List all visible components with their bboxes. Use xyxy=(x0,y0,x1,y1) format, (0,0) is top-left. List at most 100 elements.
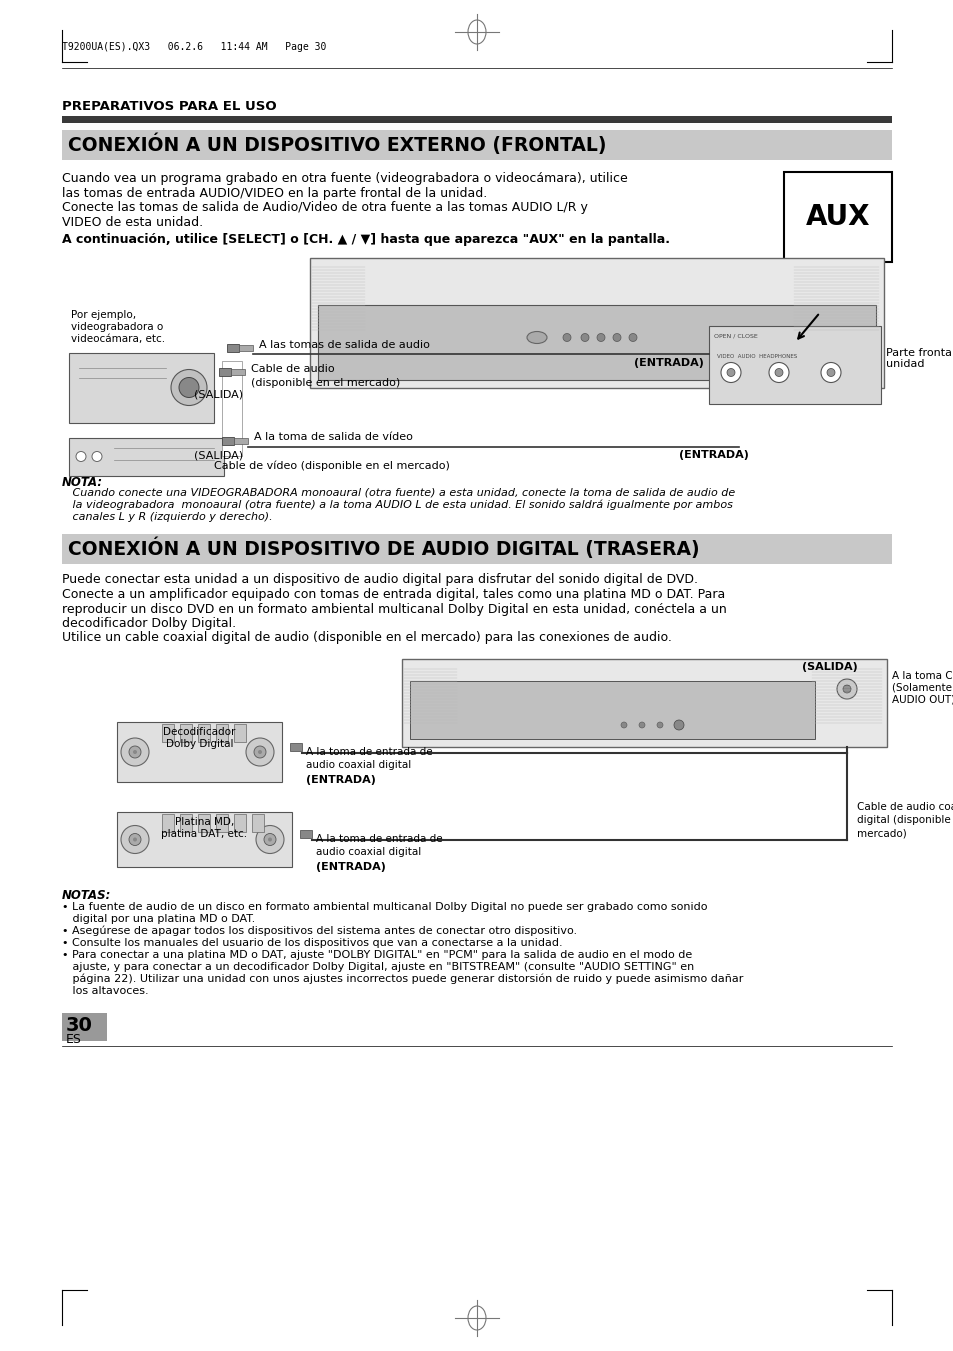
Text: (ENTRADA): (ENTRADA) xyxy=(679,450,748,461)
Bar xyxy=(222,361,242,455)
Text: reproducir un disco DVD en un formato ambiental multicanal Dolby Digital en esta: reproducir un disco DVD en un formato am… xyxy=(62,603,726,616)
Circle shape xyxy=(821,362,841,382)
Text: la videograbadora  monoaural (otra fuente) a la toma AUDIO L de esta unidad. El : la videograbadora monoaural (otra fuente… xyxy=(62,500,732,509)
Circle shape xyxy=(657,721,662,728)
Bar xyxy=(117,721,282,782)
Bar xyxy=(299,830,312,838)
Text: Conecte las tomas de salida de Audio/Video de otra fuente a las tomas AUDIO L/R : Conecte las tomas de salida de Audio/Vid… xyxy=(62,201,587,213)
Text: (ENTRADA): (ENTRADA) xyxy=(634,358,703,367)
Text: las tomas de entrada AUDIO/VIDEO en la parte frontal de la unidad.: las tomas de entrada AUDIO/VIDEO en la p… xyxy=(62,186,487,200)
Bar xyxy=(410,681,814,739)
Text: (SALIDA): (SALIDA) xyxy=(193,450,243,461)
Bar xyxy=(233,438,248,443)
Circle shape xyxy=(720,362,740,382)
Text: Decodificador
Dolby Digital: Decodificador Dolby Digital xyxy=(163,727,235,748)
Circle shape xyxy=(132,750,137,754)
Circle shape xyxy=(129,746,141,758)
Circle shape xyxy=(171,370,207,405)
Circle shape xyxy=(132,838,137,842)
Text: Cuando vea un programa grabado en otra fuente (videograbadora o videocámara), ut: Cuando vea un programa grabado en otra f… xyxy=(62,172,627,185)
Text: digital por una platina MD o DAT.: digital por una platina MD o DAT. xyxy=(62,915,255,924)
Circle shape xyxy=(628,334,637,342)
Bar xyxy=(233,724,246,742)
Circle shape xyxy=(597,334,604,342)
Circle shape xyxy=(580,334,588,342)
Bar xyxy=(180,724,192,742)
Circle shape xyxy=(826,369,834,377)
Circle shape xyxy=(836,680,856,698)
Text: A la toma COAXIAL
(Solamente DVD
AUDIO OUT): A la toma COAXIAL (Solamente DVD AUDIO O… xyxy=(891,671,953,704)
Text: (ENTRADA): (ENTRADA) xyxy=(315,862,385,871)
Text: CONEXIÓN A UN DISPOSITIVO EXTERNO (FRONTAL): CONEXIÓN A UN DISPOSITIVO EXTERNO (FRONT… xyxy=(68,134,606,155)
Text: A la toma de entrada de: A la toma de entrada de xyxy=(315,834,442,844)
Bar xyxy=(69,353,213,423)
Circle shape xyxy=(842,685,850,693)
Text: ajuste, y para conectar a un decodificador Dolby Digital, ajuste en "BITSTREAM" : ajuste, y para conectar a un decodificad… xyxy=(62,962,694,971)
Circle shape xyxy=(774,369,782,377)
Text: Conecte a un amplificador equipado con tomas de entrada digital, tales como una : Conecte a un amplificador equipado con t… xyxy=(62,588,724,601)
Circle shape xyxy=(726,369,734,377)
Bar xyxy=(162,815,173,832)
Bar xyxy=(401,659,886,747)
Circle shape xyxy=(257,750,262,754)
Text: A continuación, utilice [SELECT] o [CH. ▲ / ▼] hasta que aparezca "AUX" en la pa: A continuación, utilice [SELECT] o [CH. … xyxy=(62,232,669,246)
Text: • Para conectar a una platina MD o DAT, ajuste "DOLBY DIGITAL" en "PCM" para la : • Para conectar a una platina MD o DAT, … xyxy=(62,950,692,961)
Text: Cable de audio: Cable de audio xyxy=(251,363,335,373)
Text: • Consulte los manuales del usuario de los dispositivos que van a conectarse a l: • Consulte los manuales del usuario de l… xyxy=(62,938,562,948)
Bar xyxy=(222,436,233,444)
Text: 30: 30 xyxy=(66,1016,92,1035)
Bar xyxy=(231,369,245,374)
Circle shape xyxy=(121,825,149,854)
Bar xyxy=(62,116,891,123)
Bar xyxy=(239,345,253,350)
Text: (ENTRADA): (ENTRADA) xyxy=(306,775,375,785)
Bar xyxy=(252,815,264,832)
Text: T9200UA(ES).QX3   06.2.6   11:44 AM   Page 30: T9200UA(ES).QX3 06.2.6 11:44 AM Page 30 xyxy=(62,42,326,51)
Text: Platina MD,
platina DAT, etc.: Platina MD, platina DAT, etc. xyxy=(161,817,247,839)
Bar xyxy=(117,812,292,867)
Text: digital (disponible en el: digital (disponible en el xyxy=(856,815,953,825)
Text: (disponible en el mercado): (disponible en el mercado) xyxy=(251,377,400,388)
Circle shape xyxy=(562,334,571,342)
Text: Parte frontal de la
unidad: Parte frontal de la unidad xyxy=(885,347,953,369)
Bar xyxy=(219,367,231,376)
Text: A la toma de salida de vídeo: A la toma de salida de vídeo xyxy=(253,432,413,443)
Circle shape xyxy=(253,746,266,758)
Text: VIDEO  AUDIO  HEADPHONES: VIDEO AUDIO HEADPHONES xyxy=(717,354,797,359)
Circle shape xyxy=(768,362,788,382)
Text: Por ejemplo,
videograbadora o
videocámara, etc.: Por ejemplo, videograbadora o videocámar… xyxy=(71,311,165,343)
Circle shape xyxy=(620,721,626,728)
Text: página 22). Utilizar una unidad con unos ajustes incorrectos puede generar disto: página 22). Utilizar una unidad con unos… xyxy=(62,974,742,985)
Text: los altavoces.: los altavoces. xyxy=(62,986,149,996)
Text: Cuando conecte una VIDEOGRABADORA monoaural (otra fuente) a esta unidad, conecte: Cuando conecte una VIDEOGRABADORA monoau… xyxy=(62,488,735,497)
Circle shape xyxy=(121,738,149,766)
Text: NOTAS:: NOTAS: xyxy=(62,889,112,902)
Text: mercado): mercado) xyxy=(856,828,905,838)
Circle shape xyxy=(129,834,141,846)
Text: Utilice un cable coaxial digital de audio (disponible en el mercado) para las co: Utilice un cable coaxial digital de audi… xyxy=(62,631,671,644)
Bar xyxy=(783,172,891,262)
Circle shape xyxy=(613,334,620,342)
Circle shape xyxy=(264,834,275,846)
Circle shape xyxy=(76,451,86,462)
Bar xyxy=(62,130,891,159)
Bar xyxy=(215,815,228,832)
Bar xyxy=(215,724,228,742)
Text: Cable de audio coaxial: Cable de audio coaxial xyxy=(856,802,953,812)
Bar xyxy=(310,258,883,388)
Text: ES: ES xyxy=(66,1034,82,1046)
Bar xyxy=(290,743,302,751)
Bar xyxy=(708,326,880,404)
Text: canales L y R (izquierdo y derecho).: canales L y R (izquierdo y derecho). xyxy=(62,512,273,521)
Text: PREPARATIVOS PARA EL USO: PREPARATIVOS PARA EL USO xyxy=(62,100,276,113)
Text: decodificador Dolby Digital.: decodificador Dolby Digital. xyxy=(62,617,236,630)
Text: audio coaxial digital: audio coaxial digital xyxy=(306,761,411,770)
Bar xyxy=(162,724,173,742)
Text: (SALIDA): (SALIDA) xyxy=(801,662,857,671)
Bar xyxy=(180,815,192,832)
Bar xyxy=(317,304,875,380)
Bar xyxy=(198,815,210,832)
Bar xyxy=(198,724,210,742)
Ellipse shape xyxy=(526,331,546,343)
Text: • Asegúrese de apagar todos los dispositivos del sistema antes de conectar otro : • Asegúrese de apagar todos los disposit… xyxy=(62,925,577,936)
